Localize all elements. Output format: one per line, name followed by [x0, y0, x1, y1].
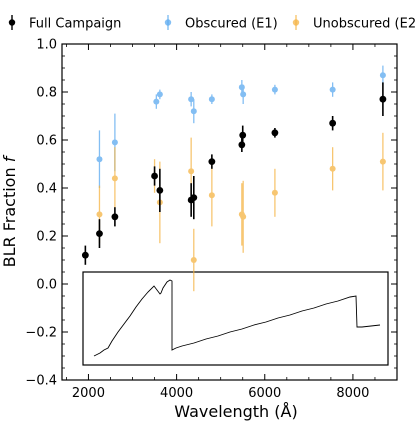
data-point	[156, 91, 163, 98]
data-point	[96, 211, 103, 218]
data-point	[153, 98, 160, 105]
legend-entry: Full Campaign	[8, 15, 121, 32]
data-point	[271, 86, 278, 93]
data-point	[208, 96, 215, 103]
series-unobscured-e2	[96, 132, 386, 292]
data-point	[81, 251, 89, 259]
y-axis-label-symbol: f	[0, 154, 19, 162]
data-point	[208, 158, 216, 166]
legend-label: Obscured (E1)	[185, 17, 278, 32]
data-point	[96, 156, 103, 163]
plot-axes: 2000 4000 6000 8000 −0.4 −0.2 0.0 0.2 0.4 0.6 0.8 1…	[25, 38, 398, 401]
x-tick-label: 8000	[336, 386, 369, 401]
inset-spectrum-line	[93, 279, 381, 357]
legend-label: Unobscured (E2)	[313, 17, 415, 32]
data-point	[111, 139, 118, 146]
data-point	[379, 158, 386, 165]
x-tick-label: 2000	[72, 386, 105, 401]
data-point	[208, 192, 215, 199]
data-point	[188, 168, 195, 175]
data-point	[238, 141, 246, 149]
legend-marker	[292, 19, 300, 26]
legend-entry: Unobscured (E2)	[292, 15, 415, 32]
y-tick-label: 1.0	[36, 38, 57, 53]
data-point	[190, 194, 198, 202]
inset-frame	[82, 271, 389, 366]
data-point	[329, 119, 337, 127]
data-point	[239, 131, 247, 139]
x-tick-label: 6000	[248, 386, 281, 401]
y-tick-label: 0.6	[36, 134, 57, 149]
y-tick-label: 0.4	[36, 182, 57, 197]
data-point	[156, 187, 164, 194]
data-point	[111, 175, 118, 182]
data-point	[188, 96, 195, 103]
inset-spectrum-panel	[82, 271, 389, 366]
data-point	[379, 72, 386, 79]
ticks: 2000 4000 6000 8000 −0.4 −0.2 0.0 0.2 0.4 0.6 0.8 1…	[25, 38, 398, 401]
data-point	[190, 108, 197, 115]
data-point	[190, 257, 197, 263]
data-point	[329, 86, 336, 93]
y-tick-label: 0.2	[36, 230, 57, 245]
data-point	[240, 213, 247, 220]
series-obscured-e1	[96, 65, 386, 188]
legend: Full Campaign Obscured (E1) Unobscured (E2…	[8, 15, 415, 32]
legend-entry: Obscured (E1)	[164, 15, 278, 32]
data-point	[151, 172, 158, 180]
data-point	[96, 230, 103, 238]
data-point	[271, 189, 278, 196]
series-full-campaign	[81, 82, 387, 265]
data-point	[111, 213, 119, 221]
data-point	[379, 95, 387, 103]
y-tick-label: −0.4	[25, 374, 57, 389]
x-axis-label: Wavelength (Å)	[174, 402, 297, 421]
legend-marker	[8, 19, 16, 26]
data-point	[240, 91, 247, 98]
data-point	[238, 84, 245, 91]
y-tick-label: −0.2	[25, 326, 57, 341]
y-axis-label-text: BLR Fraction	[0, 162, 19, 267]
x-tick-label: 4000	[160, 386, 193, 401]
data-point	[271, 129, 279, 137]
data-point	[329, 165, 336, 172]
y-axis-label: BLR Fraction f	[0, 154, 19, 267]
y-tick-label: 0.0	[36, 278, 57, 293]
legend-label: Full Campaign	[29, 17, 121, 32]
legend-marker	[164, 19, 172, 26]
y-tick-label: 0.8	[36, 86, 57, 101]
